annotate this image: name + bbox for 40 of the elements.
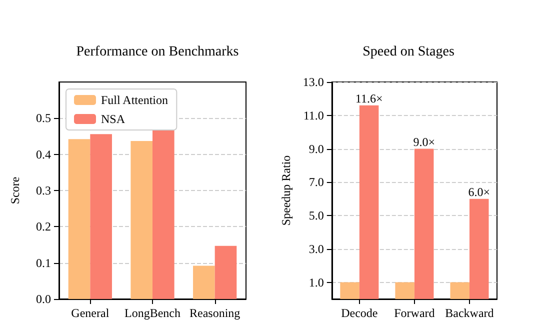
bar [340, 282, 360, 299]
x-tick-label: Forward [394, 306, 435, 320]
legend-label: Full Attention [101, 93, 168, 107]
y-tick-label: 11.0 [303, 108, 324, 122]
bar [193, 266, 215, 299]
bar [414, 148, 434, 299]
y-tick-label: 0.0 [36, 292, 51, 306]
y-tick-label: 1.0 [308, 275, 324, 290]
y-tick-label: 13.0 [302, 75, 324, 89]
y-tick-label: 7.0 [308, 175, 324, 190]
data-label: 11.6× [355, 91, 383, 106]
bar [214, 246, 237, 299]
y-axis-title: Speedup Ratio [279, 155, 293, 226]
y-tick-label: 9.0 [308, 142, 324, 156]
x-tick-label: Reasoning [189, 306, 240, 320]
bar [90, 134, 112, 299]
bar [359, 105, 379, 299]
y-tick-label: 0.5 [36, 111, 51, 126]
chart-title: Performance on Benchmarks [76, 44, 239, 60]
y-tick-label: 0.1 [36, 256, 51, 270]
y-axis-title: Score [8, 176, 22, 204]
bar [469, 198, 489, 299]
y-tick-label: 5.0 [308, 208, 324, 223]
y-tick-label: 0.2 [36, 220, 51, 234]
chart-title: Speed on Stages [362, 44, 454, 60]
x-tick-label: Backward [445, 306, 494, 320]
x-tick-label: General [71, 306, 110, 320]
data-label: 9.0× [413, 134, 435, 149]
bar [395, 282, 414, 299]
y-tick-label: 3.0 [308, 242, 324, 256]
x-tick-label: Decode [341, 306, 378, 320]
bar [450, 282, 470, 299]
bar [68, 139, 90, 299]
legend-label: NSA [101, 112, 126, 126]
y-tick-label: 0.3 [36, 184, 51, 198]
bar [130, 140, 152, 299]
x-tick-label: LongBench [124, 306, 180, 320]
y-tick-label: 0.4 [36, 147, 51, 162]
data-label: 6.0× [468, 184, 490, 199]
bar [152, 130, 174, 299]
